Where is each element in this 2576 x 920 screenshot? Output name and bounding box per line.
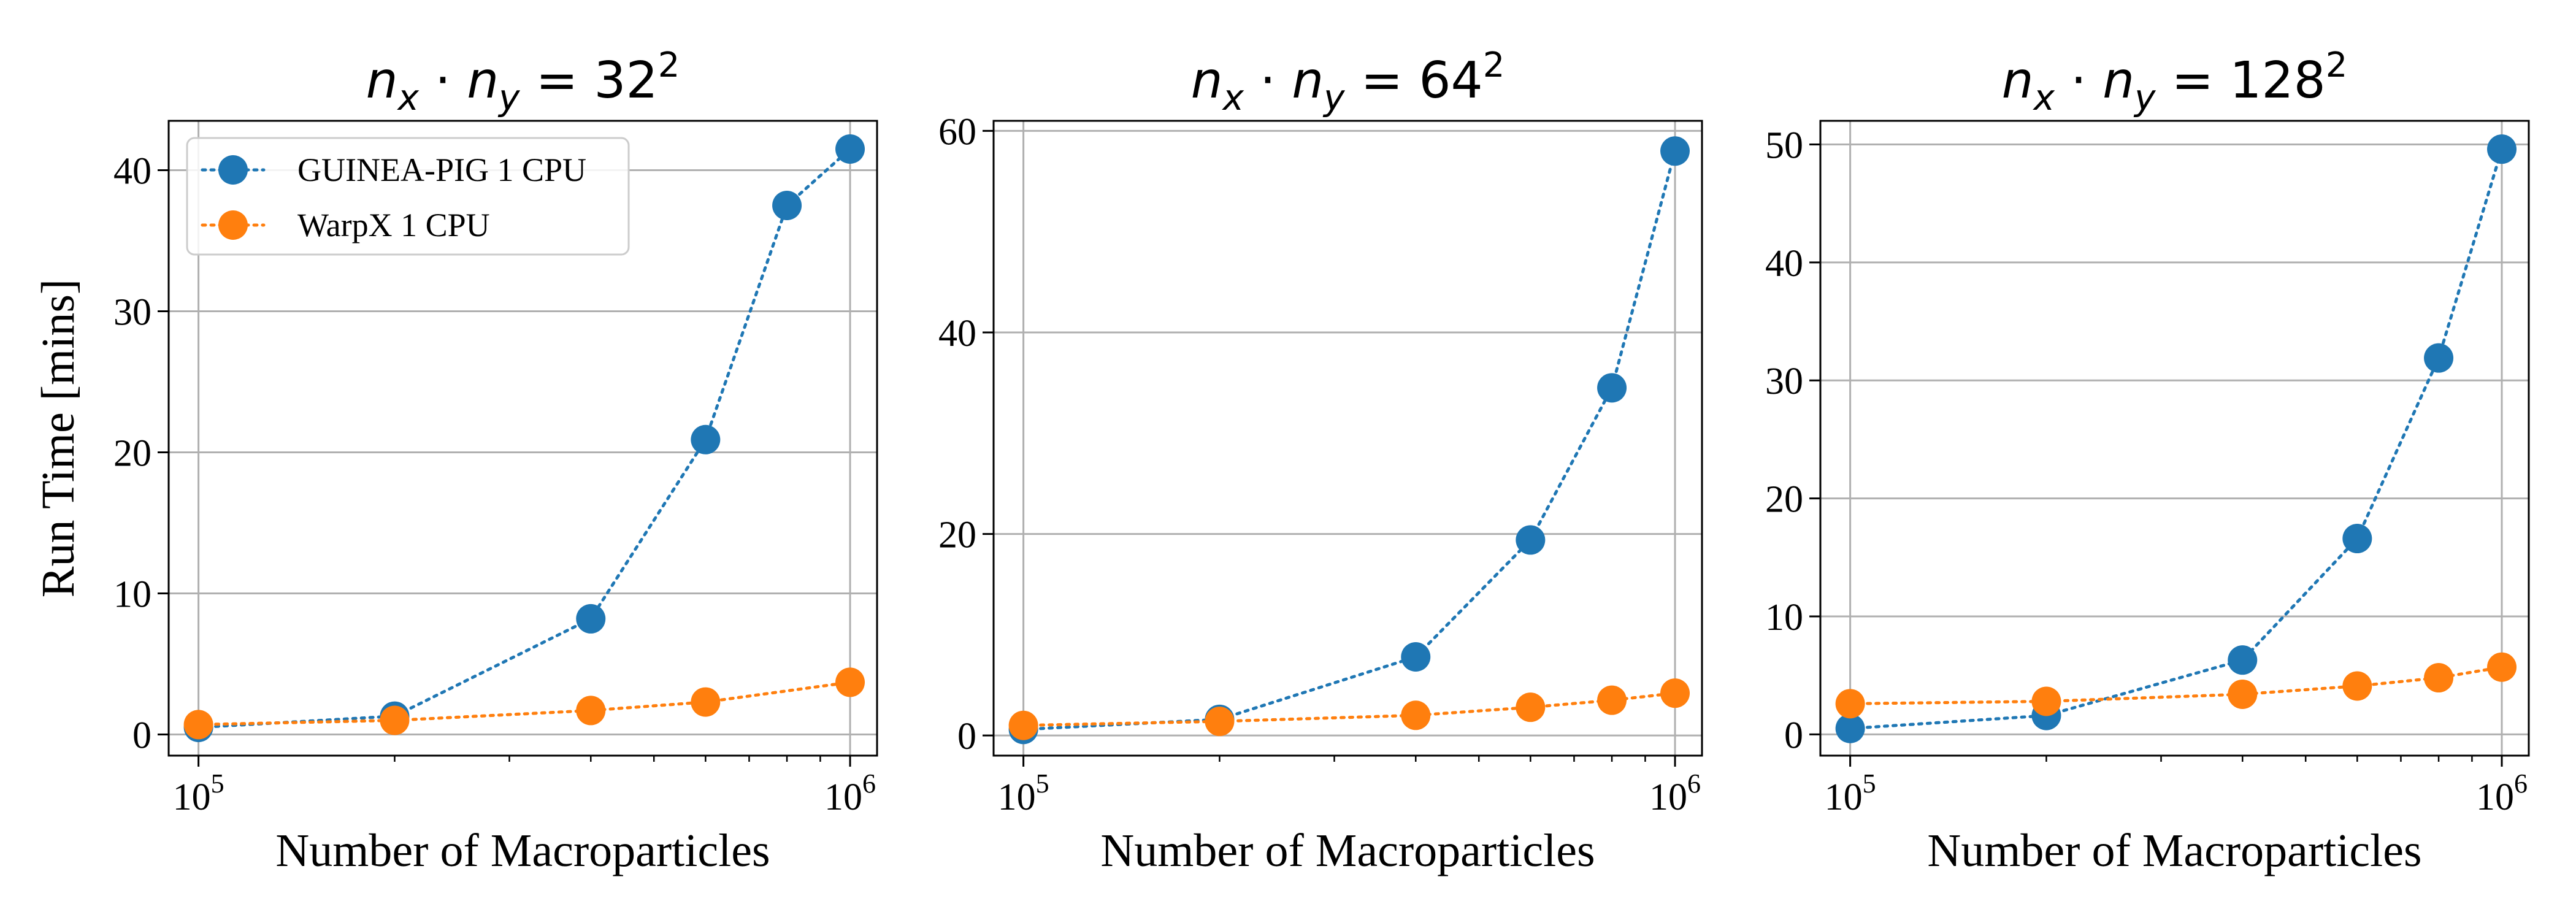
data-point bbox=[2424, 343, 2454, 373]
chart-panel-3: 0 10 20 30 40 50 105 106 nx · ny = 1282 Number of… bbox=[1765, 45, 2530, 876]
x-tick-label: 105 bbox=[173, 769, 224, 818]
series-line bbox=[1022, 691, 1677, 727]
data-point bbox=[2424, 663, 2454, 693]
data-point bbox=[1597, 685, 1627, 715]
data-point bbox=[1597, 373, 1627, 403]
y-tick-label: 10 bbox=[1765, 597, 1803, 638]
legend-marker bbox=[218, 155, 248, 185]
data-point bbox=[576, 604, 606, 634]
x-axis-label: Number of Macroparticles bbox=[1927, 825, 2421, 876]
x-tick-label: 105 bbox=[998, 769, 1049, 818]
data-point bbox=[183, 710, 213, 740]
axes-frame bbox=[167, 120, 878, 757]
y-tick-label: 30 bbox=[113, 292, 151, 334]
y-tick-label: 20 bbox=[113, 433, 151, 475]
data-point bbox=[691, 687, 721, 717]
chart-title: nx · ny = 642 bbox=[1191, 45, 1505, 118]
series-line bbox=[197, 680, 852, 726]
x-tick-label: 106 bbox=[1649, 769, 1701, 818]
chart-panel-1: 0 10 20 30 40 105 106 nx · ny = 322 Number of Ma… bbox=[33, 45, 878, 876]
y-tick-label: 20 bbox=[938, 515, 976, 556]
y-tick-label: 0 bbox=[1784, 715, 1803, 756]
data-point bbox=[1660, 136, 1690, 166]
data-point bbox=[1660, 678, 1690, 708]
legend-label: GUINEA-PIG 1 CPU bbox=[297, 151, 586, 188]
y-axis-label: Run Time [mins] bbox=[33, 279, 84, 597]
axes-frame bbox=[1819, 120, 2530, 757]
chart-title: nx · ny = 322 bbox=[366, 45, 680, 118]
y-tick-label: 50 bbox=[1765, 125, 1803, 166]
data-point bbox=[2342, 524, 2372, 554]
data-point bbox=[691, 424, 721, 454]
data-point bbox=[835, 667, 865, 697]
axes-frame bbox=[992, 120, 1703, 757]
data-point bbox=[1835, 689, 1865, 719]
data-point bbox=[380, 705, 410, 735]
series-line bbox=[197, 147, 852, 729]
series-line bbox=[1849, 147, 2504, 730]
chart-title: nx · ny = 1282 bbox=[2002, 45, 2348, 118]
data-point bbox=[576, 696, 606, 726]
data-point bbox=[1401, 642, 1431, 672]
data-point bbox=[2228, 679, 2258, 709]
data-point bbox=[772, 191, 802, 220]
y-tick-label: 40 bbox=[113, 151, 151, 193]
legend-label: WarpX 1 CPU bbox=[297, 207, 490, 243]
y-tick-label: 40 bbox=[1765, 243, 1803, 285]
data-point bbox=[835, 134, 865, 164]
data-point bbox=[2487, 134, 2517, 164]
y-tick-label: 0 bbox=[957, 716, 976, 757]
y-tick-label: 10 bbox=[113, 574, 151, 616]
data-point bbox=[1516, 525, 1546, 555]
x-tick-label: 105 bbox=[1825, 769, 1876, 818]
x-tick-label: 106 bbox=[824, 769, 876, 818]
data-point bbox=[2228, 645, 2258, 675]
series-line bbox=[1022, 149, 1677, 731]
chart-panel-2: 0 20 40 60 105 106 nx · ny = 642 Number of Macr… bbox=[938, 45, 1703, 876]
x-axis-label: Number of Macroparticles bbox=[1100, 825, 1595, 876]
legend: GUINEA-PIG 1 CPU WarpX 1 CPU bbox=[186, 137, 630, 256]
y-tick-label: 20 bbox=[1765, 479, 1803, 521]
data-point bbox=[1835, 713, 1865, 743]
data-point bbox=[2342, 671, 2372, 701]
x-tick-label: 106 bbox=[2476, 769, 2528, 818]
data-point bbox=[1008, 710, 1038, 740]
y-tick-label: 0 bbox=[132, 715, 151, 757]
x-axis-label: Number of Macroparticles bbox=[275, 825, 770, 876]
y-tick-label: 30 bbox=[1765, 361, 1803, 402]
data-point bbox=[2487, 652, 2517, 682]
series-line bbox=[1849, 665, 2504, 705]
data-point bbox=[1516, 692, 1546, 723]
legend-box bbox=[186, 137, 630, 256]
y-tick-label: 40 bbox=[938, 313, 976, 355]
data-point bbox=[1205, 707, 1235, 737]
legend-marker bbox=[218, 210, 248, 240]
data-point bbox=[2031, 686, 2061, 716]
data-point bbox=[1401, 700, 1431, 730]
y-tick-label: 60 bbox=[938, 111, 976, 153]
